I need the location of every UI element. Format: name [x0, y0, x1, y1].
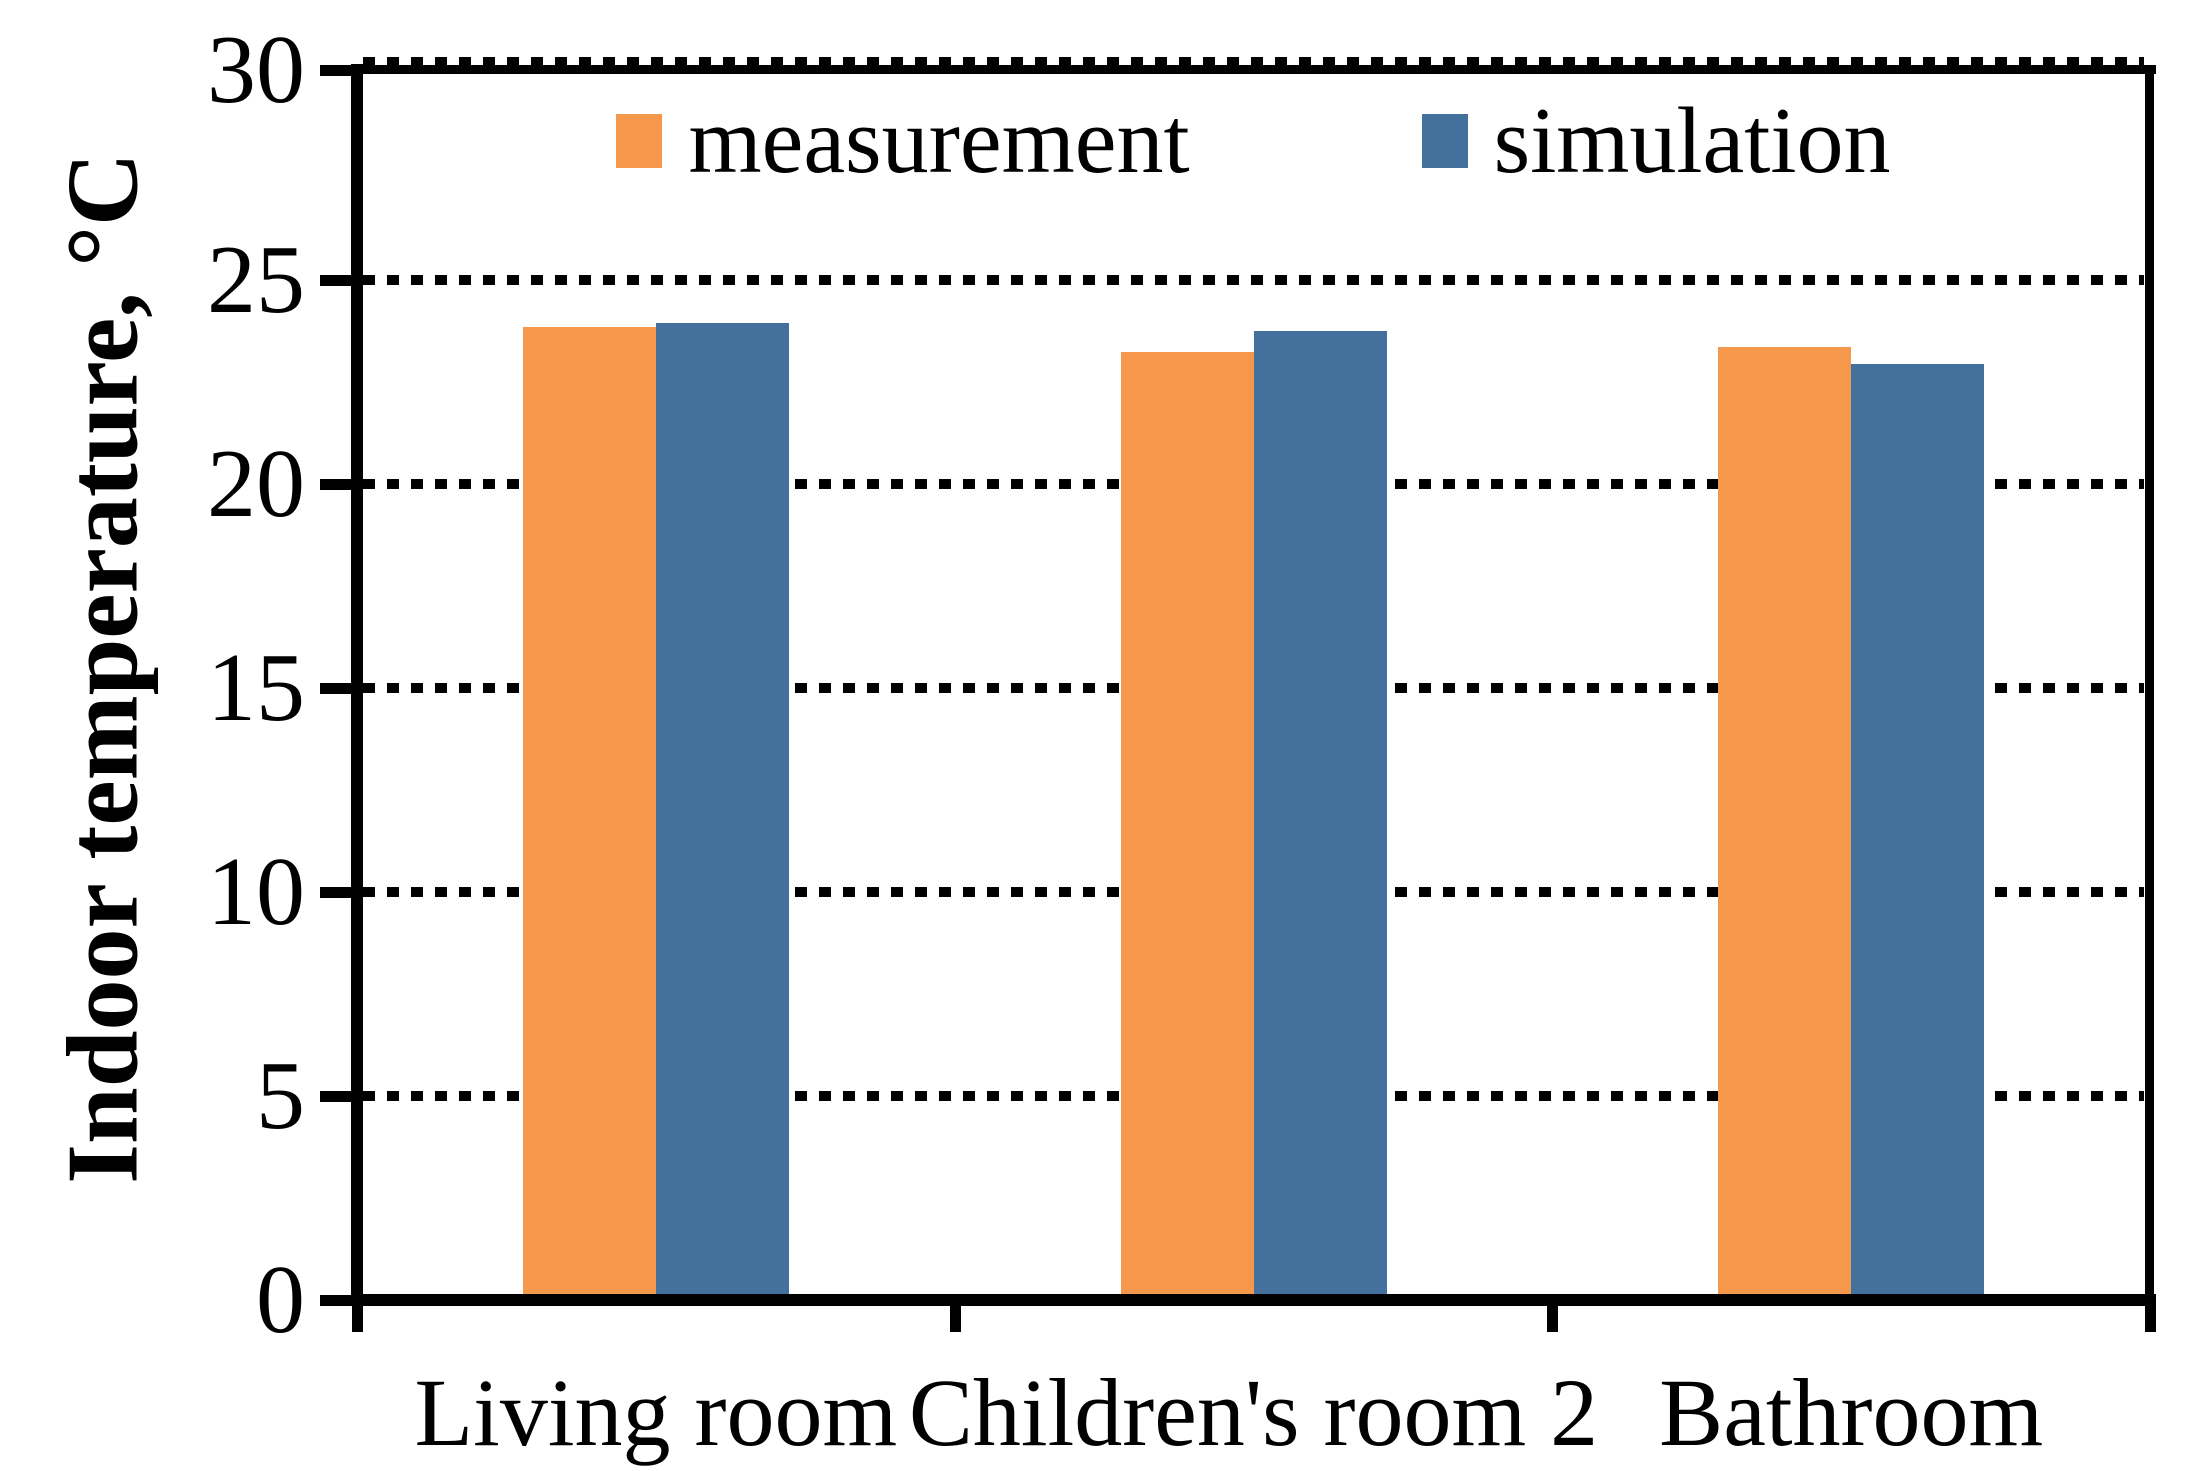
- y-tick-0: [320, 1295, 351, 1306]
- gridline-30: [363, 57, 2144, 65]
- y-tick-5: [320, 1091, 351, 1102]
- y-tick-label-10: 10: [207, 838, 305, 946]
- legend-label-simulation: simulation: [1493, 89, 1891, 193]
- y-tick-label-5: 5: [256, 1042, 305, 1150]
- x-axis-line: [351, 1294, 2156, 1306]
- x-tick-label-0: Living room: [414, 1359, 898, 1466]
- x-tick-label-1: Children's room 2: [908, 1359, 1599, 1466]
- bar-measurement-bathroom: [1718, 347, 1852, 1294]
- legend: measurement simulation: [357, 94, 2150, 188]
- legend-swatch-measurement: [616, 114, 663, 168]
- bar-measurement-children-s-room-2: [1120, 351, 1254, 1294]
- bar-simulation-children-s-room-2: [1253, 331, 1387, 1294]
- y-tick-label-30: 30: [207, 16, 305, 124]
- x-tick-label-2: Bathroom: [1659, 1359, 2044, 1466]
- y-tick-label-20: 20: [207, 430, 305, 538]
- y-axis-line: [351, 64, 363, 1306]
- plot-top-border: [351, 65, 2156, 74]
- legend-swatch-simulation: [1421, 114, 1468, 168]
- legend-label-measurement: measurement: [688, 89, 1190, 193]
- bar-simulation-living-room: [655, 322, 789, 1294]
- y-tick-30: [320, 65, 351, 76]
- x-tick-1: [949, 1306, 961, 1332]
- plot-right-border: [2145, 65, 2154, 1305]
- x-tick-3: [2145, 1306, 2156, 1332]
- y-tick-label-0: 0: [256, 1246, 305, 1354]
- y-tick-25: [320, 275, 351, 286]
- y-tick-20: [320, 479, 351, 490]
- bar-simulation-bathroom: [1851, 363, 1985, 1294]
- y-tick-label-25: 25: [207, 226, 305, 334]
- y-tick-15: [320, 683, 351, 694]
- legend-entry-simulation: simulation: [1421, 89, 1891, 193]
- y-tick-10: [320, 887, 351, 898]
- bar-measurement-living-room: [522, 327, 656, 1294]
- y-tick-label-15: 15: [207, 634, 305, 742]
- legend-entry-measurement: measurement: [616, 89, 1190, 193]
- gridline-25: [363, 275, 2144, 285]
- x-tick-2: [1547, 1306, 1559, 1332]
- x-tick-0: [352, 1306, 363, 1332]
